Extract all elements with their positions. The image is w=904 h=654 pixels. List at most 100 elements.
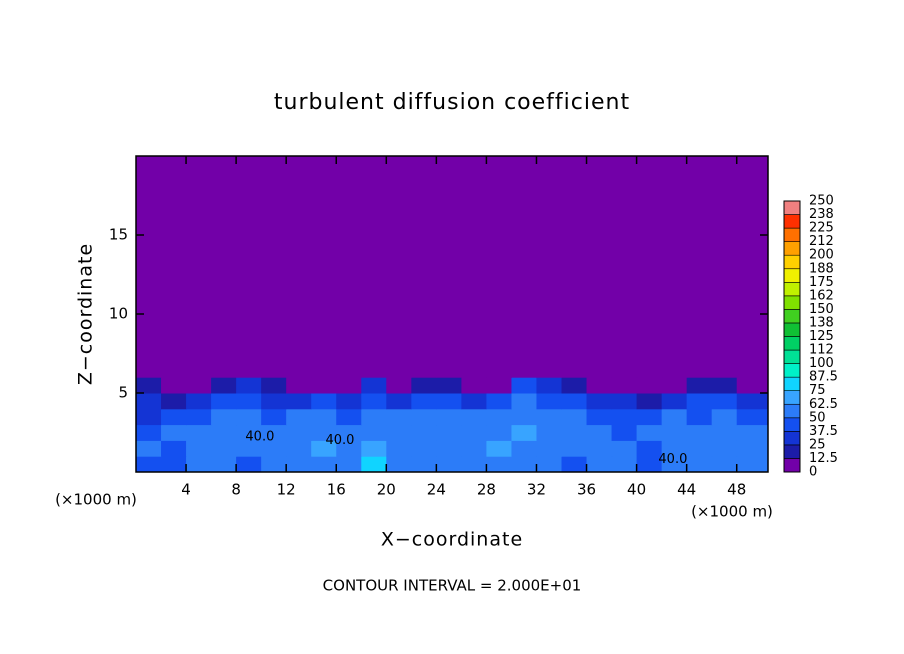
heat-cell xyxy=(586,408,613,426)
heat-cell xyxy=(361,377,387,394)
heat-cell xyxy=(736,424,769,441)
heat-cell xyxy=(511,456,537,473)
heat-cell xyxy=(436,408,462,426)
heat-cell xyxy=(536,156,563,378)
colorbar-label: 225 xyxy=(809,221,834,236)
heat-cell xyxy=(261,424,287,441)
heat-cell xyxy=(511,424,537,441)
x-axis-unit: (×1000 m) xyxy=(691,503,773,521)
heat-cell xyxy=(561,156,588,378)
x-tick-label: 44 xyxy=(677,481,696,499)
heat-cell xyxy=(286,456,312,473)
y-axis-unit: (×1000 m) xyxy=(55,491,137,509)
heat-cell xyxy=(461,377,487,394)
heat-cell xyxy=(711,156,738,378)
colorbar-swatch xyxy=(783,200,801,215)
heat-cell xyxy=(236,456,262,473)
colorbar-swatch xyxy=(783,322,801,337)
heat-cell xyxy=(711,424,738,441)
chart-title: turbulent diffusion coefficient xyxy=(274,90,630,115)
heat-cell xyxy=(236,424,262,441)
colorbar-swatch xyxy=(783,281,801,297)
colorbar-swatch xyxy=(783,403,801,419)
colorbar-label: 0 xyxy=(809,465,817,480)
heat-cell xyxy=(586,156,613,378)
heat-cell xyxy=(711,440,738,457)
heat-cell xyxy=(461,156,487,378)
heat-cell xyxy=(586,440,613,457)
heat-cell xyxy=(461,408,487,426)
heat-cell xyxy=(711,456,738,473)
heat-cell xyxy=(386,424,412,441)
footer-note: CONTOUR INTERVAL = 2.000E+01 xyxy=(323,577,582,595)
heat-cell xyxy=(336,377,362,394)
heat-cell xyxy=(586,393,613,410)
heat-cell xyxy=(636,440,663,457)
y-axis-label: Z−coordinate xyxy=(75,243,97,385)
heat-cell xyxy=(736,393,769,410)
heat-cell xyxy=(486,408,512,426)
heat-cell xyxy=(536,440,563,457)
heat-cell xyxy=(561,377,588,394)
colorbar-label: 100 xyxy=(809,356,834,371)
colorbar-swatch xyxy=(783,295,801,310)
heat-cell xyxy=(361,440,387,457)
heat-cell xyxy=(136,408,162,426)
colorbar-label: 50 xyxy=(809,410,826,425)
heat-cell xyxy=(186,377,212,394)
colorbar-swatch xyxy=(783,268,801,283)
heat-cell xyxy=(661,456,688,473)
heat-cell xyxy=(336,393,362,410)
colorbar-swatch xyxy=(783,349,801,364)
heat-cell xyxy=(736,440,769,457)
heat-cell xyxy=(511,408,537,426)
heat-cell xyxy=(611,393,638,410)
x-tick-label: 16 xyxy=(327,481,346,499)
heat-cell xyxy=(161,156,187,378)
heat-cell xyxy=(161,408,187,426)
heat-cell xyxy=(561,440,588,457)
heat-cell xyxy=(311,440,337,457)
heat-cell xyxy=(661,424,688,441)
heat-cell xyxy=(411,440,437,457)
heat-cell xyxy=(461,440,487,457)
heat-cell xyxy=(311,456,337,473)
colorbar-label: 37.5 xyxy=(809,424,838,439)
heat-cell xyxy=(511,393,537,410)
colorbar-label: 125 xyxy=(809,329,834,344)
heat-cell xyxy=(336,424,362,441)
x-tick-label: 20 xyxy=(377,481,396,499)
heat-cell xyxy=(211,377,237,394)
heat-cell xyxy=(686,424,713,441)
colorbar-swatch xyxy=(783,336,801,351)
heat-cell xyxy=(286,424,312,441)
heat-cell xyxy=(311,424,337,441)
heat-cell xyxy=(261,156,287,378)
colorbar-label: 75 xyxy=(809,383,826,398)
heat-cell xyxy=(336,156,362,378)
heat-cell xyxy=(236,156,262,378)
heat-cell xyxy=(436,440,462,457)
heat-cell xyxy=(186,456,212,473)
colorbar-swatch xyxy=(783,390,801,405)
heat-cell xyxy=(136,440,162,457)
heat-cell xyxy=(186,424,212,441)
heat-cell xyxy=(236,408,262,426)
colorbar-label: 175 xyxy=(809,275,834,290)
heat-cell xyxy=(661,377,688,394)
heat-cell xyxy=(586,456,613,473)
heat-cell xyxy=(286,377,312,394)
heat-cell xyxy=(736,156,769,378)
heat-cell xyxy=(561,424,588,441)
heat-cell xyxy=(311,377,337,394)
heat-cell xyxy=(261,393,287,410)
heat-cell xyxy=(186,408,212,426)
heat-cell xyxy=(536,393,563,410)
heat-cell xyxy=(211,456,237,473)
x-tick-label: 40 xyxy=(627,481,646,499)
heat-cell xyxy=(586,377,613,394)
heat-cell xyxy=(636,424,663,441)
heat-cell xyxy=(211,440,237,457)
plot-area xyxy=(136,156,769,473)
